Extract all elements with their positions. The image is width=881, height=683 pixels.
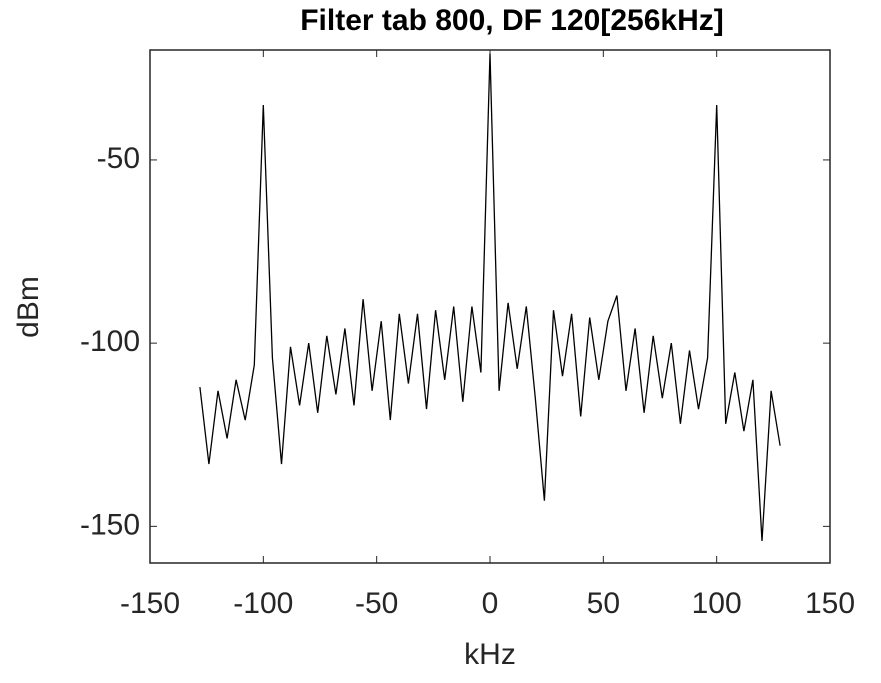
axes-box <box>149 49 831 564</box>
x-tick-label: -50 <box>355 587 398 620</box>
x-tick-label: -100 <box>233 587 293 620</box>
x-tick-label: 0 <box>482 587 499 620</box>
y-tick-label: -50 <box>97 142 140 175</box>
chart-title: Filter tab 800, DF 120[256kHz] <box>300 4 724 37</box>
spectrum-line <box>199 53 781 542</box>
y-tick-label: -150 <box>80 508 140 541</box>
x-tick-label: -150 <box>120 587 180 620</box>
y-axis-label: dBm <box>12 276 45 338</box>
y-tick-label: -100 <box>80 325 140 358</box>
x-tick-label: 150 <box>805 587 855 620</box>
x-tick-label: 50 <box>587 587 620 620</box>
x-tick-label: 100 <box>692 587 742 620</box>
x-axis-label: kHz <box>464 638 516 671</box>
